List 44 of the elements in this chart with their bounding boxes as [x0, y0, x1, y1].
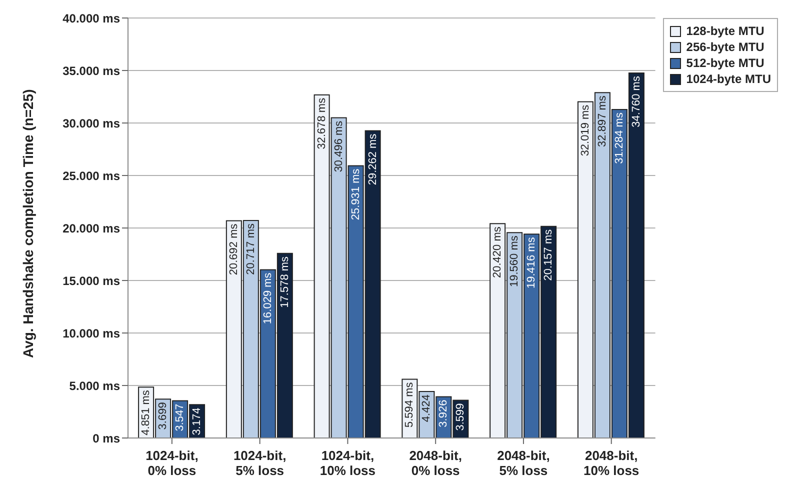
y-tick-label: 5.000 ms: [69, 378, 120, 393]
legend-label: 256-byte MTU: [686, 40, 764, 54]
x-tick-label: 2048-bit, 5% loss: [497, 448, 550, 478]
data-label: 29.262 ms: [366, 133, 379, 186]
data-label: 20.717 ms: [244, 222, 257, 275]
data-label: 16.029 ms: [262, 272, 274, 324]
data-label: 20.157 ms: [542, 228, 555, 281]
data-label: 5.594 ms: [404, 382, 416, 428]
x-tick-label: 2048-bit, 0% loss: [409, 448, 462, 478]
data-label: 4.424: [420, 394, 433, 422]
y-tick-label: 40.000 ms: [62, 11, 120, 26]
x-tick-label: 1024-bit, 5% loss: [233, 448, 286, 478]
y-tick-label: 30.000 ms: [62, 116, 120, 130]
data-label: 3.599: [454, 403, 467, 431]
y-tick-label: 25.000 ms: [62, 168, 120, 183]
x-tick-label: 1024-bit, 10% loss: [320, 448, 376, 478]
data-label: 25.931 ms: [350, 168, 362, 220]
data-label: 3.926: [438, 400, 450, 428]
y-axis-title: Avg. Handshake completion Time (n=25): [20, 89, 36, 358]
legend-label: 128-byte MTU: [686, 24, 764, 38]
data-label: 31.284 ms: [613, 112, 626, 164]
y-tick-label: 0 ms: [92, 431, 120, 446]
data-label: 19.560 ms: [508, 235, 521, 287]
legend-label: 1024-byte MTU: [686, 72, 771, 86]
data-label: 32.897 ms: [596, 95, 608, 147]
data-label: 3.174: [191, 408, 204, 436]
data-label: 3.699: [157, 402, 170, 430]
y-tick-label: 20.000 ms: [62, 221, 120, 236]
x-tick-label: 1024-bit, 0% loss: [146, 448, 198, 478]
data-label: 19.416 ms: [526, 236, 538, 289]
y-tick-label: 10.000 ms: [62, 326, 120, 340]
data-label: 20.692 ms: [228, 223, 240, 276]
data-label: 32.678 ms: [316, 97, 328, 150]
data-label: 17.578 ms: [278, 256, 291, 308]
data-label: 4.851 ms: [140, 390, 152, 436]
data-label: 32.019 ms: [579, 104, 592, 156]
y-tick-label: 15.000 ms: [62, 274, 120, 288]
data-label: 34.760 ms: [630, 76, 642, 128]
legend-label: 512-byte MTU: [686, 56, 764, 70]
data-label: 3.547: [174, 404, 186, 432]
y-tick-label: 35.000 ms: [62, 64, 120, 78]
data-label: 20.420 ms: [492, 226, 504, 278]
data-label: 30.496 ms: [332, 120, 345, 172]
x-tick-label: 2048-bit, 10% loss: [584, 448, 640, 478]
